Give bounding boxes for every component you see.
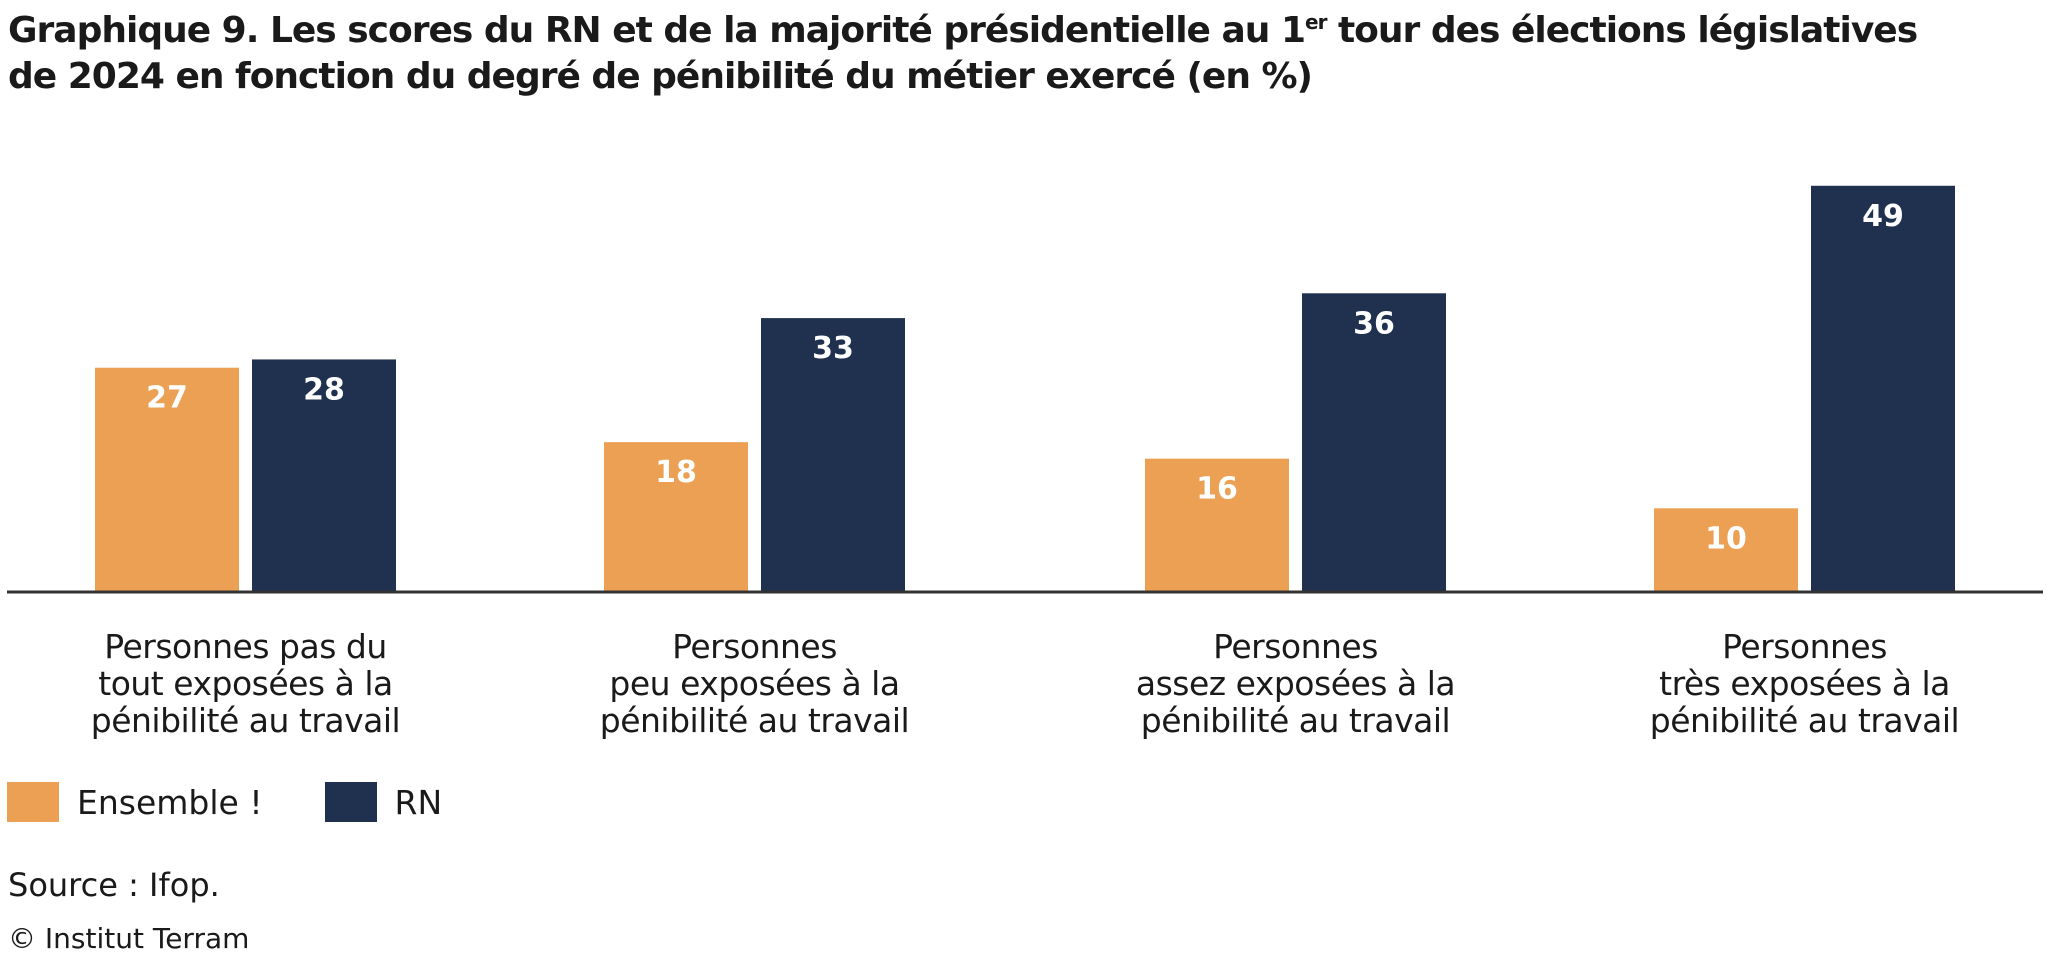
category-label-line: tout exposées à la bbox=[98, 664, 393, 703]
title-line2: de 2024 en fonction du degré de pénibili… bbox=[8, 56, 1313, 97]
chart-title: Graphique 9. Les scores du RN et de la m… bbox=[8, 8, 1918, 100]
data-label-rn-2: 36 bbox=[1353, 306, 1395, 341]
bar-chart: 27 28 18 33 16 36 10 49 bbox=[7, 185, 2043, 594]
data-label-ensemble-2: 16 bbox=[1196, 472, 1238, 507]
source-note: Source : Ifop. bbox=[8, 866, 220, 904]
category-label-line: pénibilité au travail bbox=[1140, 701, 1451, 740]
category-label-1: Personnes peu exposées à la pénibilité au … bbox=[555, 628, 955, 739]
bar-rn-1 bbox=[761, 318, 905, 591]
category-label-2: Personnes assez exposées à la pénibilité a… bbox=[1096, 628, 1496, 739]
legend: Ensemble ! RN bbox=[7, 782, 442, 822]
data-label-rn-3: 49 bbox=[1862, 199, 1904, 234]
category-label-3: Personnes très exposées à la pénibilité au… bbox=[1605, 628, 2005, 739]
data-label-ensemble-0: 27 bbox=[146, 381, 188, 416]
data-label-ensemble-3: 10 bbox=[1705, 521, 1747, 556]
legend-label-rn: RN bbox=[394, 782, 443, 822]
category-label-line: peu exposées à la bbox=[609, 664, 900, 703]
legend-swatch-rn bbox=[324, 782, 377, 822]
bar-rn-3 bbox=[1811, 185, 1955, 591]
title-label: Graphique 9. bbox=[8, 10, 259, 51]
bar-ensemble-0 bbox=[95, 367, 239, 591]
data-label-rn-0: 28 bbox=[303, 372, 345, 407]
category-label-line: Personnes pas du bbox=[104, 627, 387, 666]
bar-ensemble-1 bbox=[604, 442, 748, 591]
category-label-line: Personnes bbox=[672, 627, 837, 666]
title-sup: er bbox=[1305, 10, 1327, 34]
copyright-note: © Institut Terram bbox=[8, 922, 250, 955]
category-label-0: Personnes pas du tout exposées à la pénibi… bbox=[46, 628, 446, 739]
category-label-line: pénibilité au travail bbox=[1649, 701, 1960, 740]
bar-rn-0 bbox=[252, 359, 396, 591]
category-label-line: pénibilité au travail bbox=[599, 701, 910, 740]
bar-ensemble-3 bbox=[1654, 508, 1798, 591]
data-label-ensemble-1: 18 bbox=[655, 455, 697, 490]
category-label-line: Personnes bbox=[1213, 627, 1378, 666]
data-label-rn-1: 33 bbox=[812, 331, 854, 366]
legend-label-ensemble: Ensemble ! bbox=[77, 782, 263, 822]
legend-swatch-ensemble bbox=[7, 782, 59, 822]
category-label-line: assez exposées à la bbox=[1135, 664, 1456, 703]
title-text-end: tour des élections législatives bbox=[1326, 10, 1918, 51]
bar-rn-2 bbox=[1302, 293, 1446, 591]
category-label-line: Personnes bbox=[1722, 627, 1887, 666]
bar-ensemble-2 bbox=[1145, 458, 1289, 591]
category-label-line: très exposées à la bbox=[1659, 664, 1950, 703]
category-label-line: pénibilité au travail bbox=[90, 701, 401, 740]
title-text: Les scores du RN et de la majorité prési… bbox=[258, 10, 1306, 51]
